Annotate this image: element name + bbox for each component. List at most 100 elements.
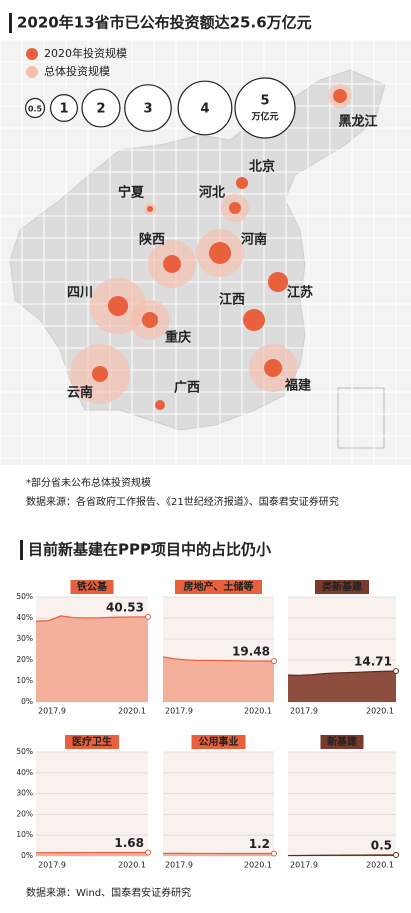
- end-dot: [393, 851, 399, 858]
- x-tick-label: 2020.1: [118, 707, 146, 716]
- size-legend-circle: [49, 93, 78, 122]
- end-dot: [145, 613, 151, 620]
- province-label: 江西: [219, 292, 245, 308]
- size-legend-label: 3: [143, 102, 152, 117]
- legend-swatch: [26, 48, 38, 60]
- size-legend-circle: [124, 84, 172, 132]
- panel-title: 铁公基: [77, 580, 108, 593]
- y-tick-label: 0%: [21, 697, 33, 706]
- y-tick-label: 10%: [16, 676, 33, 685]
- size-legend-unit: 万亿元: [250, 111, 278, 123]
- year-bubble: [236, 177, 248, 189]
- end-dot: [145, 849, 151, 856]
- x-tick-label: 2017.9: [165, 861, 193, 870]
- area: [36, 852, 148, 856]
- size-legend-label: 1: [59, 102, 68, 117]
- size-legend-circle: [24, 97, 46, 119]
- year-bubble: [229, 202, 241, 214]
- panel-bg: [288, 752, 396, 856]
- line: [287, 854, 397, 857]
- size-legend-circle: [81, 88, 121, 128]
- x-tick-label: 2017.9: [290, 707, 318, 716]
- panel-header: [175, 580, 262, 594]
- province-label: 河北: [199, 185, 225, 201]
- year-bubble: [147, 206, 153, 212]
- year-bubble: [163, 255, 181, 273]
- province-label: 河南: [241, 232, 267, 248]
- x-tick-label: 2020.1: [244, 707, 272, 716]
- year-bubble: [107, 295, 129, 317]
- line: [287, 670, 397, 676]
- province-label: 重庆: [165, 330, 191, 346]
- map-title: 2020年13省市已公布投资额达25.6万亿元: [17, 14, 312, 32]
- province-label: 广西: [174, 380, 200, 396]
- area: [163, 656, 274, 702]
- x-tick-label: 2020.1: [366, 861, 394, 870]
- year-bubble: [333, 89, 347, 103]
- province-label: 江苏: [287, 285, 313, 301]
- value-label: 19.48: [232, 645, 270, 659]
- y-tick-label: 30%: [16, 634, 33, 643]
- y-tick-label: 20%: [16, 655, 33, 664]
- ppp-title: 目前新基建在PPP项目中的占比仍小: [28, 541, 271, 559]
- x-tick-label: 2020.1: [366, 707, 394, 716]
- x-tick-label: 2020.1: [118, 861, 146, 870]
- value-label: 14.71: [354, 655, 392, 669]
- title-bar: [20, 540, 23, 560]
- y-tick-label: 40%: [16, 613, 33, 622]
- legend-swatch: [26, 66, 38, 78]
- note: *部分省未公布总体投资规模: [26, 476, 151, 489]
- size-legend-circle: [177, 80, 233, 136]
- size-legend-label: 5: [260, 94, 269, 109]
- panel-header: [320, 735, 364, 749]
- y-tick-label: 50%: [16, 592, 33, 601]
- source: 数据来源：Wind、国泰君安证券研究: [26, 886, 191, 899]
- panel-bg: [163, 752, 274, 856]
- province-label: 四川: [67, 286, 93, 301]
- panel-header: [65, 735, 119, 749]
- province-label: 北京: [249, 159, 275, 175]
- size-legend-label: 4: [200, 102, 209, 117]
- x-tick-label: 2017.9: [165, 707, 193, 716]
- y-tick-label: 20%: [16, 809, 33, 818]
- area: [36, 615, 148, 702]
- year-bubble: [267, 271, 289, 293]
- title-bar: [9, 13, 12, 33]
- year-bubble: [154, 399, 166, 411]
- y-tick-label: 0%: [21, 851, 33, 860]
- value-label: 40.53: [106, 600, 144, 614]
- year-bubble: [209, 242, 231, 264]
- panel-header: [315, 580, 369, 594]
- legend-label: 2020年投资规模: [44, 46, 127, 60]
- panel-title: 公用事业: [199, 735, 239, 748]
- province-label: 宁夏: [118, 185, 145, 201]
- province-label: 福建: [284, 378, 311, 394]
- x-tick-label: 2017.9: [38, 707, 66, 716]
- province-label: 云南: [67, 385, 93, 401]
- panel-title: 房地产、土储等: [184, 580, 254, 593]
- year-bubble: [243, 309, 265, 331]
- y-tick-label: 10%: [16, 830, 33, 839]
- year-bubble: [264, 359, 282, 377]
- line: [162, 656, 275, 662]
- panel-title: 类新基建: [322, 580, 363, 593]
- x-tick-label: 2017.9: [38, 861, 66, 870]
- year-bubble: [91, 365, 109, 383]
- y-tick-label: 30%: [16, 789, 33, 798]
- panel-header: [191, 735, 246, 749]
- size-legend-circle: [234, 77, 296, 139]
- end-dot: [393, 668, 399, 675]
- y-tick-label: 50%: [16, 747, 33, 756]
- province-label: 黑龙江: [338, 114, 377, 130]
- value-label: 1.68: [114, 836, 144, 850]
- legend-label: 总体投资规模: [44, 64, 110, 78]
- end-dot: [271, 850, 277, 857]
- panel-header: [70, 580, 114, 594]
- end-dot: [271, 658, 277, 665]
- value-label: 0.5: [371, 838, 392, 852]
- size-legend-label: 2: [96, 102, 105, 117]
- area: [288, 671, 396, 702]
- size-legend-label: 0.5: [28, 105, 43, 114]
- line: [35, 615, 149, 622]
